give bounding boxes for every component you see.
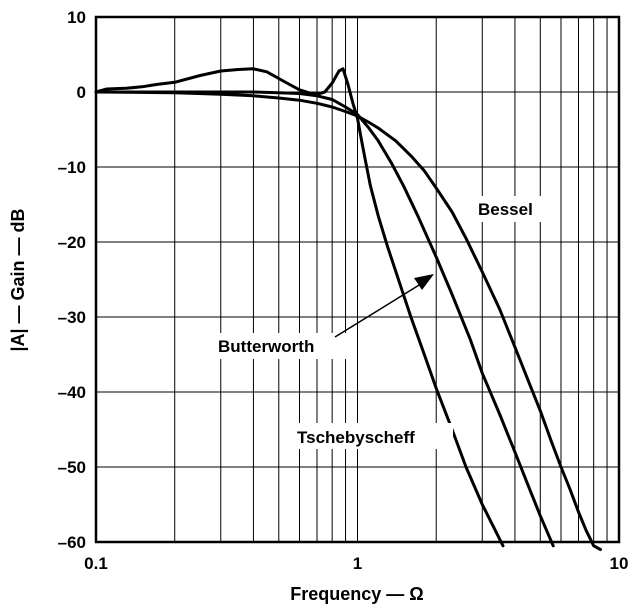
grid bbox=[95, 16, 619, 543]
plot-frame bbox=[94, 15, 621, 544]
y-tick-label: 0 bbox=[77, 83, 86, 102]
y-tick-label: –40 bbox=[58, 383, 86, 402]
butterworth-curve bbox=[94, 90, 555, 548]
x-tick-label: 1 bbox=[353, 554, 362, 573]
x-axis-title: Frequency — Ω bbox=[290, 584, 423, 604]
y-tick-label: 10 bbox=[67, 8, 86, 27]
bessel-label: Bessel bbox=[478, 200, 533, 219]
tschebyscheff-label-background bbox=[293, 423, 453, 449]
tschebyscheff-label: Tschebyscheff bbox=[297, 428, 415, 447]
y-tick-label: –20 bbox=[58, 233, 86, 252]
y-tick-label: –30 bbox=[58, 308, 86, 327]
butterworth-label: Butterworth bbox=[218, 337, 314, 356]
x-tick-label: 0.1 bbox=[84, 554, 108, 573]
bessel-curve bbox=[94, 90, 602, 551]
bessel-label-background bbox=[472, 196, 554, 222]
tschebyscheff-curve bbox=[94, 67, 505, 548]
y-tick-label: –60 bbox=[58, 533, 86, 552]
y-tick-label: –50 bbox=[58, 458, 86, 477]
butterworth-label-background bbox=[214, 333, 348, 359]
butterworth-arrow-shaft bbox=[334, 281, 425, 338]
x-tick-label: 10 bbox=[610, 554, 629, 573]
curves bbox=[94, 67, 602, 551]
tick-labels: 10 0 –10 –20 –30 –40 –50 –60 0.1 1 10 bbox=[58, 8, 629, 573]
y-tick-label: –10 bbox=[58, 158, 86, 177]
annotations: Bessel Butterworth Tschebyscheff bbox=[214, 196, 554, 449]
butterworth-arrow-head bbox=[414, 274, 434, 290]
y-axis-title: |A| — Gain — dB bbox=[8, 208, 28, 351]
